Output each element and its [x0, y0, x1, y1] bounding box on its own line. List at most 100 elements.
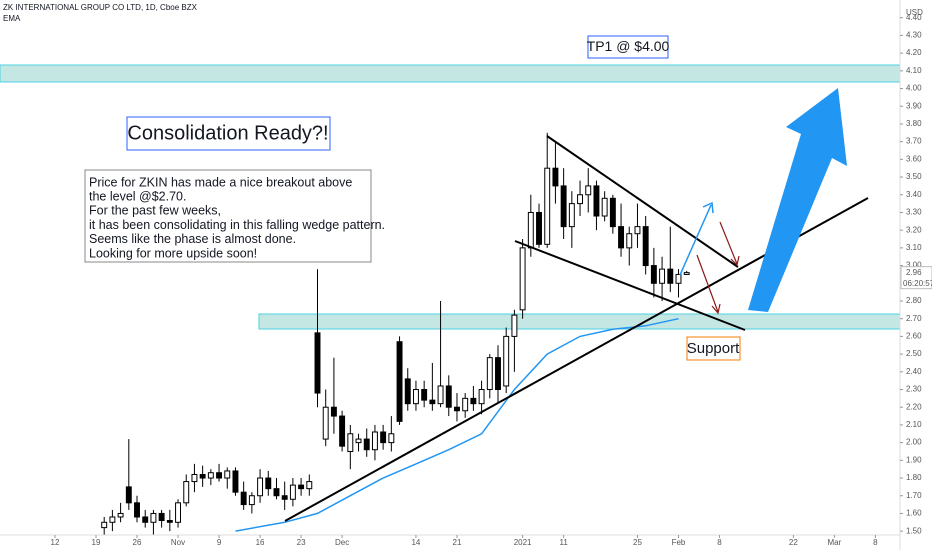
note-line: it has been consolidating in this fallin…	[89, 218, 385, 232]
countdown: 06:20:57	[903, 279, 932, 288]
plot-area	[101, 132, 690, 535]
candle-body	[396, 341, 403, 422]
candle-body	[183, 481, 190, 504]
red-arrow	[696, 254, 721, 315]
y-tick-label: 2.40	[906, 367, 922, 376]
candle-body	[421, 389, 428, 401]
headline: Consolidation Ready?!	[127, 122, 328, 144]
note: Price for ZKIN has made a nice breakout …	[89, 175, 385, 260]
candle-body	[585, 185, 592, 196]
x-tick-label: Dec	[335, 538, 349, 547]
y-tick-label: 3.20	[906, 225, 922, 234]
y-tick-label: 1.80	[906, 473, 922, 482]
candle-body	[404, 378, 411, 405]
annotations: TP1 @ $4.00 Consolidation Ready?! Price …	[84, 35, 741, 361]
candle-body	[330, 406, 337, 417]
candle-body	[175, 502, 181, 523]
y-tick-label: 2.60	[906, 332, 922, 341]
candle-body	[134, 502, 140, 518]
y-tick-label: 2.80	[906, 296, 922, 305]
candle-body	[462, 397, 469, 412]
candle-body	[306, 481, 313, 490]
candle-body	[544, 167, 551, 245]
y-tick-label: 3.90	[906, 101, 922, 110]
candle-body	[437, 385, 444, 405]
note-line: the level @$2.70.	[89, 189, 186, 203]
note-box	[84, 169, 372, 263]
candle-body	[166, 520, 173, 523]
candle-body	[667, 268, 674, 284]
candle-body	[659, 268, 666, 284]
y-tick-label: 3.10	[906, 243, 922, 252]
candle-body	[232, 470, 239, 493]
y-tick-label: 3.40	[906, 190, 922, 199]
y-tick-label: 1.70	[906, 491, 922, 500]
candle-body	[191, 473, 198, 483]
target-label: TP1 @ $4.00	[587, 38, 670, 54]
y-tick-label: 3.50	[906, 172, 922, 181]
y-tick-label: 3.70	[906, 137, 922, 146]
candle-body	[683, 272, 690, 275]
candle-body	[519, 247, 526, 311]
candle-body	[470, 397, 477, 405]
y-tick-label: 2.20	[906, 402, 922, 411]
red-arrow	[719, 221, 740, 267]
candle-body	[101, 521, 108, 529]
candle-body	[568, 203, 575, 228]
x-tick-label: 21	[453, 538, 462, 547]
candle-body	[240, 491, 247, 506]
candle-body	[273, 488, 280, 497]
y-tick-label: 3.30	[906, 208, 922, 217]
note-line: Price for ZKIN has made a nice breakout …	[89, 175, 352, 189]
y-tick-label: 2.50	[906, 349, 922, 358]
candle-body	[289, 484, 296, 500]
wedge-upper	[546, 135, 739, 268]
candle-body	[626, 233, 633, 249]
zones	[0, 64, 901, 330]
y-tick-label: 1.50	[906, 526, 922, 535]
note-line: Seems like the phase is almost done.	[89, 232, 296, 246]
candle-body	[117, 512, 124, 518]
candle-body	[224, 470, 231, 479]
x-tick-label: 26	[133, 538, 142, 547]
y-tick-label: 4.40	[906, 13, 922, 22]
last-price: 2.96	[906, 268, 922, 277]
candle-body	[322, 406, 329, 440]
candle-body	[248, 495, 255, 506]
y-tick-label: 4.10	[906, 66, 922, 75]
x-tick-label: 22	[789, 538, 798, 547]
x-tick-label: 9	[217, 538, 222, 547]
arrows	[679, 88, 847, 315]
candle-body	[207, 472, 214, 479]
candle-body	[560, 185, 567, 228]
candle-body	[511, 314, 518, 337]
x-tick-label: 12	[51, 538, 60, 547]
axes: 1.50 1.60 1.70 1.80 1.90 2.00 2.10 2.20 2.30 2.40…	[51, 13, 932, 547]
x-tick-label: 14	[411, 538, 420, 547]
candle-body	[281, 495, 288, 500]
note-line: Looking for more upside soon!	[89, 246, 257, 260]
x-tick-label: 2021	[514, 538, 532, 547]
note-line: For the past few weeks,	[89, 204, 221, 218]
y-tick-label: 2.00	[906, 438, 922, 447]
candle-body	[486, 357, 493, 391]
x-tick-label: 19	[92, 538, 101, 547]
candle-body	[363, 438, 370, 451]
candle-body	[634, 226, 641, 235]
x-tick-label: 11	[559, 538, 568, 547]
headline-box	[126, 116, 331, 151]
candle-body	[142, 516, 149, 523]
candle-body	[216, 472, 223, 479]
candle-body	[577, 194, 583, 205]
candle-body	[158, 512, 165, 522]
y-tick-label: 1.60	[906, 509, 922, 518]
y-tick-label: 3.60	[906, 154, 922, 163]
candle-body	[429, 399, 436, 405]
y-tick-label: 2.10	[906, 420, 922, 429]
support-zone	[258, 313, 901, 330]
y-tick-label: 2.70	[906, 314, 922, 323]
y-tick-label: 3.80	[906, 119, 922, 128]
y-tick-label: 2.30	[906, 385, 922, 394]
y-tick-label: 4.00	[906, 84, 922, 93]
candle-body	[371, 431, 378, 451]
